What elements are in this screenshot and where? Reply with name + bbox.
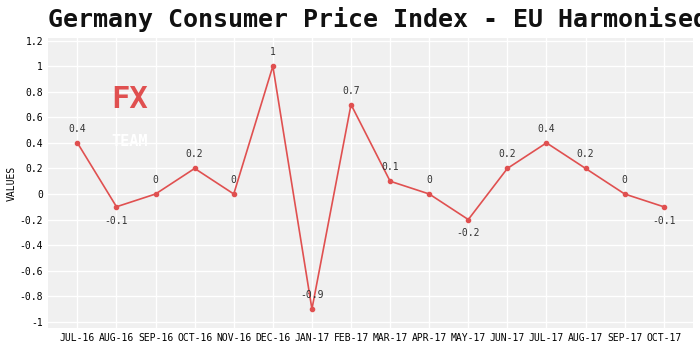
Text: 0.4: 0.4 (69, 124, 86, 134)
Text: -0.1: -0.1 (652, 216, 676, 226)
Text: 0: 0 (153, 175, 158, 185)
Text: FX: FX (111, 85, 148, 114)
Text: -0.9: -0.9 (300, 290, 323, 300)
Text: 0: 0 (622, 175, 628, 185)
Text: -0.2: -0.2 (456, 229, 480, 238)
Text: 0: 0 (231, 175, 237, 185)
Text: 0.7: 0.7 (342, 85, 360, 96)
Text: 0.4: 0.4 (538, 124, 555, 134)
Text: 0.2: 0.2 (186, 149, 204, 160)
Text: 0.2: 0.2 (498, 149, 516, 160)
Text: 0.1: 0.1 (382, 162, 399, 172)
Text: 1: 1 (270, 47, 276, 57)
Text: Germany Consumer Price Index - EU Harmonised, %  /: Germany Consumer Price Index - EU Harmon… (48, 7, 700, 32)
Y-axis label: VALUES: VALUES (7, 166, 17, 201)
Text: 0.2: 0.2 (577, 149, 594, 160)
Text: 0: 0 (426, 175, 432, 185)
Text: TEAM: TEAM (111, 134, 148, 149)
Text: -0.1: -0.1 (105, 216, 128, 226)
